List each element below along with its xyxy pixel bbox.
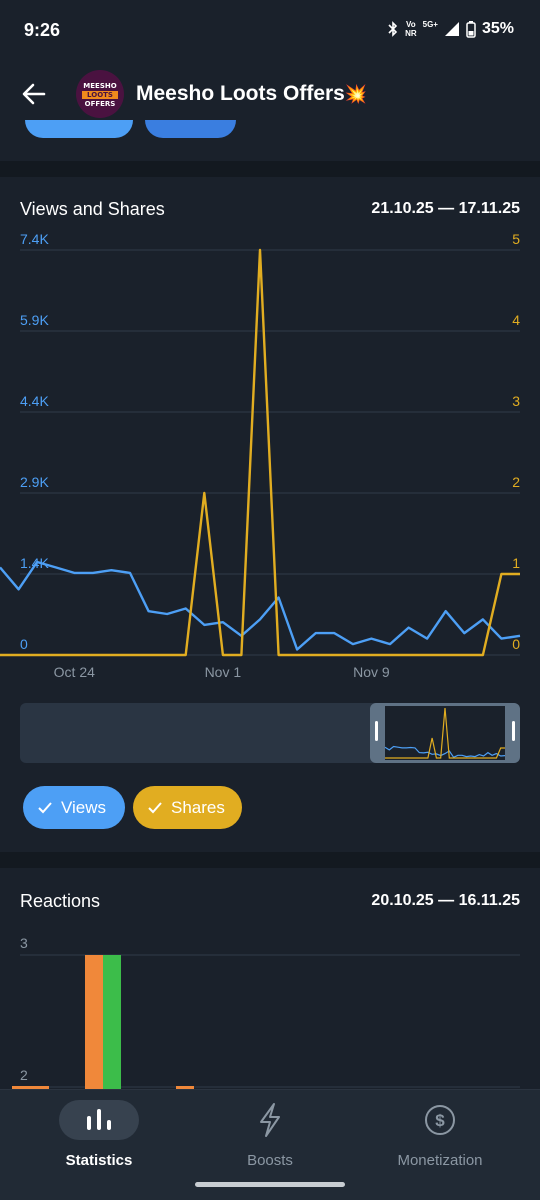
- section-divider: [0, 852, 540, 868]
- nav-monetization-label: Monetization: [397, 1152, 483, 1169]
- dollar-icon: $: [425, 1105, 455, 1135]
- reactions-date-range[interactable]: 20.10.25 — 16.11.25: [371, 892, 520, 909]
- arrow-left-icon[interactable]: [18, 78, 50, 110]
- views-series-line: [0, 560, 521, 651]
- scrolled-button-2[interactable]: [145, 120, 236, 138]
- navigator-left-handle[interactable]: [375, 721, 378, 741]
- carrier-label: Vo NR: [405, 20, 417, 38]
- avatar-text-3: OFFERS: [84, 100, 116, 108]
- left-axis-tick: 0: [20, 636, 28, 652]
- x-axis-tick: Oct 24: [54, 664, 95, 680]
- views-shares-date-range[interactable]: 21.10.25 — 17.11.25: [371, 200, 520, 217]
- svg-text:$: $: [435, 1111, 445, 1130]
- battery-level: 35%: [481, 20, 514, 37]
- x-axis-tick: Nov 1: [205, 664, 242, 680]
- right-axis-tick: 4: [512, 312, 520, 328]
- carrier-bottom: NR: [405, 29, 417, 38]
- bottom-navigation: Statistics Boosts $ Monetization: [0, 1089, 540, 1200]
- y-axis-tick: 2: [20, 1067, 28, 1083]
- nav-monetization-icon-wrap: $: [400, 1100, 480, 1140]
- channel-title: Meesho Loots Offers💥: [136, 82, 367, 106]
- reactions-title: Reactions: [20, 891, 101, 911]
- reaction-bar: [176, 1086, 194, 1089]
- channel-header: MEESHO LOOTS OFFERS Meesho Loots Offers💥: [0, 60, 540, 130]
- carrier-top: Vo: [406, 20, 416, 29]
- battery-icon: [466, 20, 476, 38]
- nav-statistics[interactable]: Statistics: [24, 1100, 174, 1169]
- home-indicator: [195, 1182, 345, 1187]
- nav-monetization[interactable]: $ Monetization: [365, 1100, 515, 1169]
- scrolled-button-1[interactable]: [25, 120, 133, 138]
- reaction-bar: [12, 1086, 49, 1089]
- channel-avatar[interactable]: MEESHO LOOTS OFFERS: [76, 70, 124, 118]
- views-shares-title: Views and Shares: [20, 199, 165, 219]
- lightning-icon: [260, 1103, 280, 1137]
- right-axis-tick: 2: [512, 474, 520, 490]
- reaction-bar: [85, 955, 103, 1089]
- nav-boosts[interactable]: Boosts: [195, 1100, 345, 1169]
- navigator-shares-line: [385, 707, 505, 759]
- nav-statistics-icon-wrap: [59, 1100, 139, 1140]
- shares-series-line: [0, 248, 520, 657]
- right-axis-tick: 5: [512, 231, 520, 247]
- status-bar: 9:26 Vo NR 5G+ 35%: [0, 0, 540, 60]
- right-axis-tick: 0: [512, 636, 520, 652]
- channel-title-text: Meesho Loots Offers: [136, 82, 345, 105]
- section-divider: [0, 161, 540, 177]
- nav-boosts-label: Boosts: [247, 1152, 293, 1169]
- check-icon: [148, 801, 162, 813]
- views-toggle-label: Views: [61, 797, 107, 817]
- status-icons: Vo NR 5G+ 35%: [387, 20, 514, 38]
- x-axis-tick: Nov 9: [353, 664, 390, 680]
- check-icon: [38, 801, 52, 813]
- collision-emoji: 💥: [344, 84, 368, 104]
- signal-icon: [444, 22, 459, 36]
- left-axis-tick: 7.4K: [20, 231, 49, 247]
- bar-chart-icon: [87, 1109, 111, 1130]
- y-axis-tick: 3: [20, 935, 28, 951]
- range-navigator[interactable]: [0, 700, 540, 766]
- navigator-views-line: [384, 745, 506, 759]
- left-axis-tick: 4.4K: [20, 393, 49, 409]
- right-axis-tick: 3: [512, 393, 520, 409]
- bluetooth-icon: [388, 21, 398, 37]
- reaction-bar: [103, 955, 121, 1089]
- avatar-text-1: MEESHO: [83, 82, 117, 90]
- avatar-text-2: LOOTS: [82, 91, 118, 99]
- views-toggle[interactable]: Views: [23, 786, 125, 829]
- status-time: 9:26: [24, 20, 61, 40]
- left-axis-tick: 2.9K: [20, 474, 49, 490]
- views-shares-chart[interactable]: 0 0 1.4K 1 2.9K 2 4.4K 3 5.9K 4 7.4K 5 Oct 24 Nov 1 No…: [0, 230, 540, 690]
- nav-statistics-label: Statistics: [65, 1152, 133, 1169]
- shares-toggle-label: Shares: [171, 797, 225, 817]
- right-axis-tick: 1: [512, 555, 520, 571]
- navigator-right-handle[interactable]: [512, 721, 515, 741]
- shares-toggle[interactable]: Shares: [133, 786, 242, 829]
- network-label: 5G+: [422, 20, 438, 29]
- left-axis-tick: 1.4K: [20, 555, 49, 571]
- reactions-chart[interactable]: 23: [0, 925, 540, 1089]
- nav-boosts-icon-wrap: [230, 1100, 310, 1140]
- left-axis-tick: 5.9K: [20, 312, 49, 328]
